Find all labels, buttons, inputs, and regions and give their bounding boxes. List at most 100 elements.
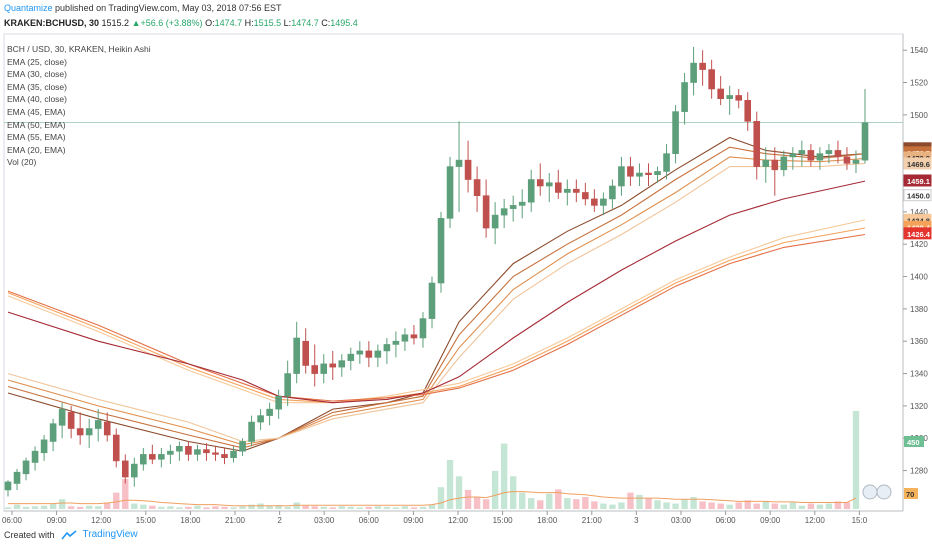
price-label: 1434.8	[907, 216, 930, 225]
legend-ema-35[interactable]: EMA (35, close)	[7, 81, 67, 92]
tradingview-link[interactable]: TradingView	[82, 529, 138, 540]
volume-bar	[203, 507, 210, 509]
legend-ema-20[interactable]: EMA (20, EMA)	[7, 144, 66, 155]
candle	[834, 150, 842, 158]
indicator-legend: BCH / USD, 30, KRAKEN, Heikin Ashi EMA (…	[7, 43, 151, 169]
ema-line	[7, 156, 866, 446]
volume-bar	[473, 497, 481, 509]
candle	[690, 62, 697, 83]
volume-bar	[464, 489, 472, 509]
candle	[509, 205, 517, 209]
candle	[600, 198, 607, 206]
candle	[230, 450, 237, 458]
volume-bar	[419, 506, 427, 509]
volume-bar	[257, 503, 264, 509]
volume-bar	[708, 502, 715, 509]
candle	[149, 454, 156, 460]
legend-ema-30[interactable]: EMA (30, close)	[7, 69, 67, 80]
volume-bar	[392, 507, 400, 509]
candle	[816, 153, 824, 161]
legend-ema-50[interactable]: EMA (50, EMA)	[7, 119, 66, 130]
y-tick-label: 1360	[910, 337, 928, 346]
high-value: 1515.5	[253, 18, 282, 28]
candle	[302, 340, 309, 366]
footer: Created with TradingView	[4, 529, 138, 540]
legend-ema-40[interactable]: EMA (40, close)	[7, 94, 67, 105]
volume-bar	[275, 505, 282, 509]
event-flag-icon[interactable]	[876, 484, 892, 500]
legend-ema-45[interactable]: EMA (45, EMA)	[7, 106, 66, 117]
plot-area[interactable]	[3, 33, 904, 512]
publisher-link[interactable]: Quantamize	[4, 3, 53, 13]
candle	[67, 412, 75, 429]
volume-bar	[176, 507, 183, 509]
close-label: C:	[321, 18, 331, 28]
candle	[374, 350, 382, 358]
volume-avg-label-box	[904, 488, 918, 499]
volume-bar	[248, 504, 255, 509]
candle	[473, 179, 481, 196]
x-tick-label: 06:00	[2, 516, 23, 525]
ema-line	[7, 146, 866, 449]
volume-bar	[85, 505, 93, 509]
volume-bar	[347, 506, 354, 509]
volume-bar	[591, 501, 598, 509]
volume-bar	[546, 493, 553, 509]
open-value: 1474.7	[214, 18, 243, 28]
legend-volume[interactable]: Vol (20)	[7, 157, 37, 168]
volume-avg-label: 70	[906, 490, 914, 499]
candle	[554, 182, 562, 193]
legend-ema-25[interactable]: EMA (25, close)	[7, 56, 67, 67]
volume-bar	[645, 498, 652, 509]
ema-line	[7, 180, 866, 404]
candle	[636, 172, 643, 177]
y-tick-label: 1440	[910, 208, 928, 217]
candle	[609, 185, 616, 200]
candle	[401, 334, 409, 342]
y-tick-label: 1400	[910, 273, 928, 282]
volume-bar	[131, 503, 138, 509]
candle	[31, 450, 39, 463]
candle	[419, 318, 427, 339]
ema-line	[7, 233, 866, 402]
volume-bar	[221, 506, 228, 509]
volume-bar	[140, 504, 147, 509]
x-tick-label: 18:00	[180, 516, 201, 525]
candle	[780, 156, 788, 171]
low-label: L:	[283, 18, 292, 28]
candle	[338, 360, 346, 368]
candle	[545, 182, 553, 187]
volume-bar	[555, 489, 562, 509]
legend-series[interactable]: BCH / USD, 30, KRAKEN, Heikin Ashi	[7, 44, 151, 54]
candle	[311, 365, 319, 374]
candle	[518, 201, 526, 206]
candle	[491, 214, 499, 229]
event-flag-icon[interactable]	[862, 484, 878, 500]
volume-bar	[266, 505, 273, 509]
candle	[717, 88, 724, 99]
volume-bar	[780, 504, 788, 509]
volume-bar	[807, 503, 815, 509]
candle	[356, 350, 364, 355]
x-tick-label: 3	[634, 516, 639, 525]
candle	[49, 423, 57, 442]
candle	[239, 441, 246, 452]
candle	[185, 446, 192, 455]
candle	[645, 172, 652, 175]
candle	[158, 454, 165, 460]
volume-bar	[690, 497, 697, 509]
volume-bar	[212, 506, 219, 509]
volume-bar	[789, 502, 797, 509]
volume-bar	[67, 506, 75, 509]
candle	[591, 198, 598, 206]
legend-ema-55[interactable]: EMA (55, EMA)	[7, 132, 66, 143]
volume-bar	[843, 502, 851, 509]
candle	[58, 408, 66, 426]
x-tick-label: 12:00	[91, 516, 112, 525]
volume-bar	[852, 410, 860, 509]
candle	[365, 350, 373, 358]
candle	[76, 428, 84, 436]
volume-label-box	[904, 436, 924, 447]
